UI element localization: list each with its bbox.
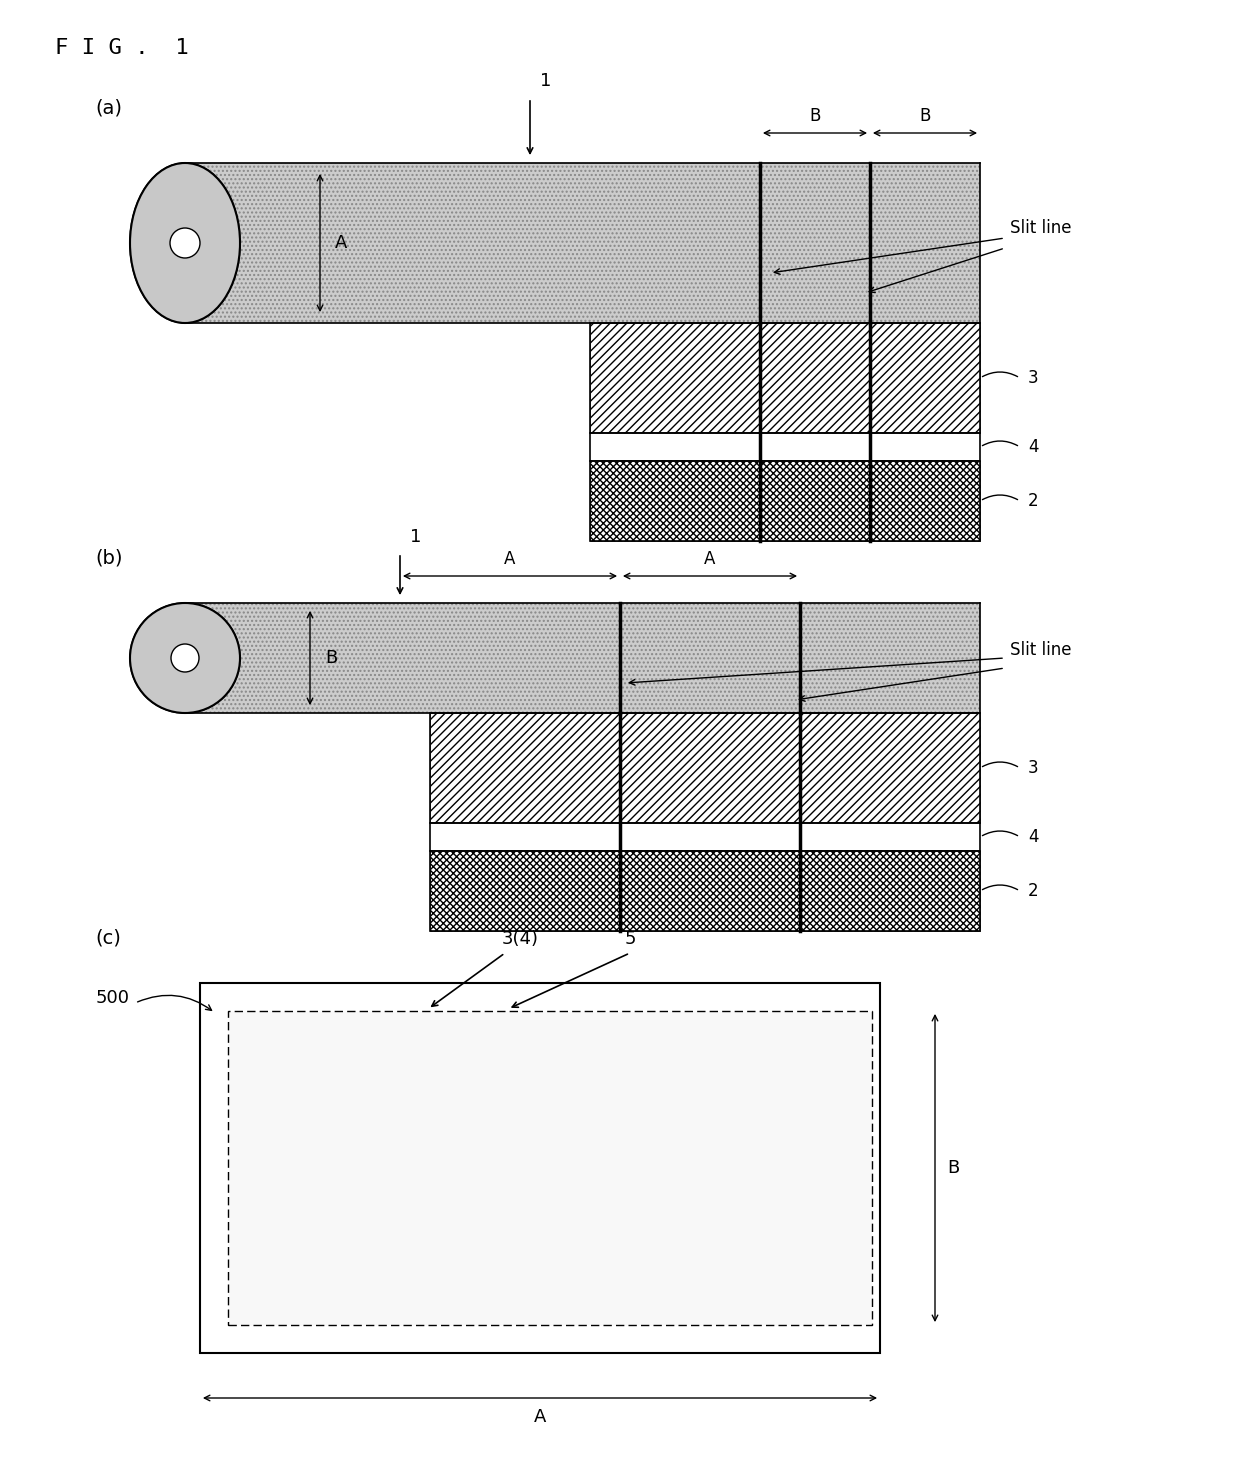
Text: A: A [704,550,715,569]
Text: F I G .  1: F I G . 1 [55,38,188,58]
Ellipse shape [171,644,198,672]
Bar [590,461,980,541]
Ellipse shape [130,163,241,324]
Bar [185,604,980,713]
Text: 500: 500 [95,989,130,1007]
Bar [430,851,980,932]
Text: 2: 2 [1028,882,1039,900]
Text: (a): (a) [95,98,122,117]
Text: A: A [505,550,516,569]
Text: 5: 5 [624,930,636,948]
Text: 4: 4 [1028,828,1039,846]
Text: B: B [810,106,821,125]
Text: 3(4): 3(4) [501,930,538,948]
Bar [430,822,980,851]
Bar [430,851,980,932]
Text: 2: 2 [1028,491,1039,510]
Bar [228,1010,872,1325]
Ellipse shape [130,163,241,324]
Bar [430,713,980,822]
Text: A: A [335,233,347,252]
Text: 3: 3 [1028,369,1039,386]
Text: 1: 1 [539,71,552,90]
Text: (b): (b) [95,548,123,567]
Bar [185,604,980,713]
Bar [430,713,980,822]
Ellipse shape [170,227,200,258]
Text: (c): (c) [95,927,120,948]
Text: 3: 3 [1028,760,1039,777]
Bar [590,324,980,433]
Ellipse shape [130,604,241,713]
Text: 1: 1 [410,528,422,545]
Bar [590,324,980,433]
Text: Slit line: Slit line [1011,219,1071,238]
Bar [590,433,980,461]
Bar [200,983,880,1353]
Text: 4: 4 [1028,437,1039,456]
Bar [590,461,980,541]
Text: B: B [325,649,337,666]
Text: A: A [533,1408,546,1426]
Bar [185,163,980,324]
Ellipse shape [130,604,241,713]
Text: B: B [919,106,931,125]
Text: Slit line: Slit line [1011,642,1071,659]
Text: B: B [947,1159,960,1177]
Bar [185,163,980,324]
